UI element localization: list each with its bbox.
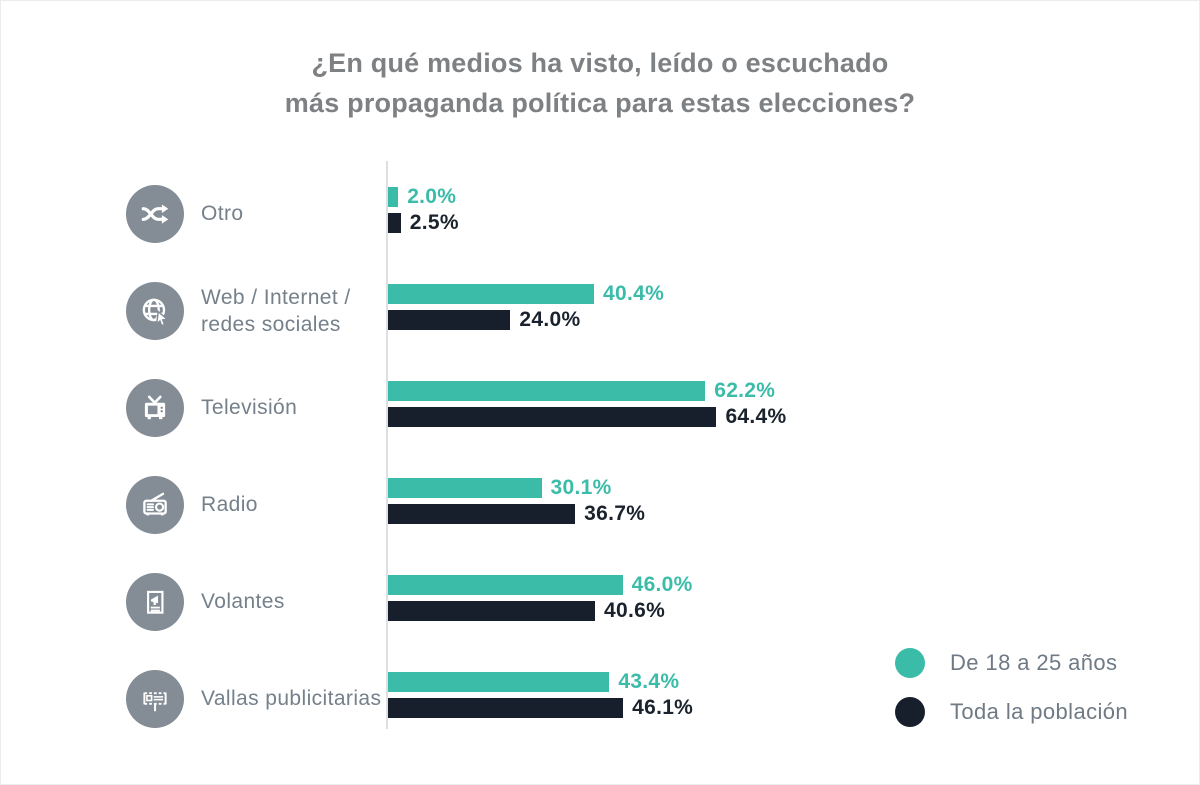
legend-swatch: [895, 648, 925, 678]
shuffle-icon: [141, 203, 169, 224]
page-title-line2: más propaganda política para estas elecc…: [284, 88, 916, 118]
bar-youth-value: 40.4%: [603, 281, 665, 305]
legend-item: De 18 a 25 años: [895, 648, 1128, 678]
legend-item: Toda la población: [895, 697, 1128, 727]
bar-line-all: 36.7%: [388, 501, 1199, 525]
category-icon-circle: [126, 184, 184, 243]
bar-youth: [388, 671, 610, 692]
bar-all-value: 64.4%: [725, 404, 787, 428]
category: Radio: [1, 452, 386, 549]
axis-line: [386, 161, 388, 729]
globe-cursor-icon: [142, 298, 170, 327]
category-icon-circle: [126, 281, 184, 340]
category-label: Volantes: [201, 590, 285, 613]
bar-youth-value: 2.0%: [407, 184, 457, 208]
bar-youth-value: 46.0%: [631, 572, 693, 596]
bar-youth: [388, 186, 399, 207]
category-icon-circle: [126, 475, 184, 534]
flyer-icon: [147, 590, 164, 614]
bar-line-all: 2.5%: [388, 210, 1199, 234]
category-bars: 46.0% 40.6%: [386, 549, 1199, 646]
category: Vallas publicitarias: [1, 646, 386, 743]
category-icon-circle: [126, 572, 184, 631]
category-icon-circle: [126, 378, 184, 437]
bar-all-value: 36.7%: [584, 501, 646, 525]
bar-youth-value: 62.2%: [714, 378, 776, 402]
legend-label: De 18 a 25 años: [950, 650, 1118, 675]
bar-youth-value: 43.4%: [618, 669, 680, 693]
category-icon-circle: [126, 669, 184, 728]
category-label: Vallas publicitarias: [201, 687, 382, 710]
category-bars: 62.2% 64.4%: [386, 355, 1199, 452]
bar-all: [388, 212, 401, 233]
bar-chart: Otro 2.0% 2.5%: [1, 161, 1199, 743]
category-label: Web / Internet / redes sociales: [201, 285, 351, 336]
bar-line-all: 24.0%: [388, 307, 1199, 331]
bar-line-youth: 43.4%: [388, 669, 1199, 693]
page-title: ¿En qué medios ha visto, leído o escucha…: [1, 43, 1199, 123]
bar-line-youth: 62.2%: [388, 378, 1199, 402]
table-row: Web / Internet / redes sociales 40.4% 24…: [1, 258, 1199, 355]
category-label: Radio: [201, 493, 258, 516]
bar-all: [388, 600, 596, 621]
table-row: Vallas publicitarias 43.4% 46.1%: [1, 646, 1199, 743]
bar-all: [388, 406, 717, 427]
bar-all: [388, 503, 576, 524]
bar-youth: [388, 283, 595, 304]
bar-youth: [388, 574, 623, 595]
category: Otro: [1, 161, 386, 258]
bar-line-youth: 40.4%: [388, 281, 1199, 305]
bar-youth: [388, 380, 706, 401]
bar-line-all: 40.6%: [388, 598, 1199, 622]
category: Web / Internet / redes sociales: [1, 258, 386, 355]
bar-youth-value: 30.1%: [550, 475, 612, 499]
category-bars: 30.1% 36.7%: [386, 452, 1199, 549]
category-bars: 40.4% 24.0%: [386, 258, 1199, 355]
legend: De 18 a 25 años Toda la población: [895, 648, 1128, 727]
category: Volantes: [1, 549, 386, 646]
tv-icon: [144, 395, 166, 419]
table-row: Televisión 62.2% 64.4%: [1, 355, 1199, 452]
bar-all: [388, 309, 511, 330]
category-bars: 2.0% 2.5%: [386, 161, 1199, 258]
bar-all-value: 24.0%: [519, 307, 581, 331]
category-label: Televisión: [201, 396, 298, 419]
radio-icon: [143, 492, 167, 515]
bar-line-youth: 2.0%: [388, 184, 1199, 208]
bar-all: [388, 697, 624, 718]
category: Televisión: [1, 355, 386, 452]
bar-all-value: 46.1%: [632, 695, 694, 719]
bar-line-youth: 46.0%: [388, 572, 1199, 596]
bar-line-all: 64.4%: [388, 404, 1199, 428]
bar-line-all: 46.1%: [388, 695, 1199, 719]
legend-swatch: [895, 697, 925, 727]
billboard-icon: [143, 691, 167, 711]
category-bars: 43.4% 46.1%: [386, 646, 1199, 743]
table-row: Radio 30.1% 36.7%: [1, 452, 1199, 549]
category-label: Otro: [201, 202, 244, 225]
bar-all-value: 40.6%: [604, 598, 666, 622]
table-row: Volantes 46.0% 40.6%: [1, 549, 1199, 646]
bar-youth: [388, 477, 542, 498]
bar-all-value: 2.5%: [409, 210, 459, 234]
page-title-line1: ¿En qué medios ha visto, leído o escucha…: [311, 48, 889, 78]
legend-label: Toda la población: [950, 699, 1129, 724]
table-row: Otro 2.0% 2.5%: [1, 161, 1199, 258]
bar-line-youth: 30.1%: [388, 475, 1199, 499]
